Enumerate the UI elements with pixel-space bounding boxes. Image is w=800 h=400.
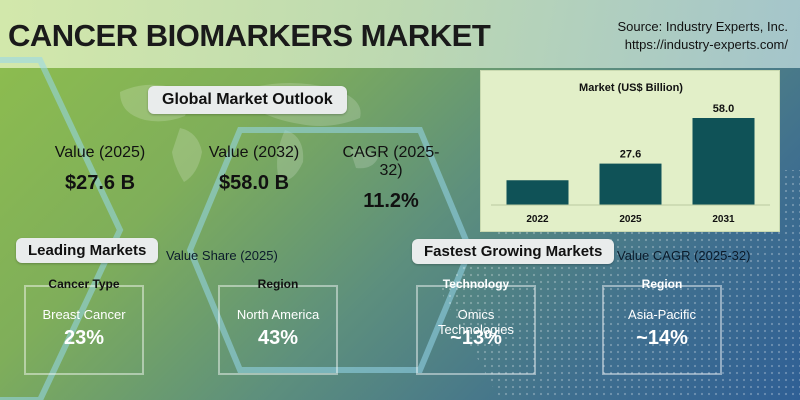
- source-url: https://industry-experts.com/: [624, 37, 788, 52]
- source-name: Source: Industry Experts, Inc.: [617, 19, 788, 34]
- hexagon-outlines: [0, 57, 474, 400]
- global-market-outlook-label: Global Market Outlook: [148, 86, 347, 114]
- stat-value-2032: Value (2032) $58.0 B: [194, 144, 314, 195]
- x-tick-label-2022: 2022: [526, 214, 549, 225]
- card-title: Region: [641, 277, 683, 291]
- bar-value-label-2031: 58.0: [713, 103, 734, 115]
- market-bar-chart: Market (US$ Billion) 2022 27.6 2025 58.0 203…: [480, 70, 780, 232]
- card-value: ~14%: [636, 327, 688, 349]
- card-value: 43%: [257, 327, 299, 349]
- card-technology: Technology Omics Technologies ~13%: [416, 277, 536, 375]
- card-name: Omics Technologies: [438, 307, 514, 337]
- card-name: Breast Cancer: [42, 307, 126, 322]
- source-credit: Source: Industry Experts, Inc. https://i…: [617, 18, 788, 54]
- bar-2031: [692, 118, 755, 205]
- card-name: Asia-Pacific: [628, 307, 696, 322]
- chart-canvas: Market (US$ Billion) 2022 27.6 2025 58.0 203…: [491, 82, 770, 225]
- x-tick-label-2031: 2031: [712, 214, 735, 225]
- card-value: 23%: [63, 327, 105, 349]
- fastest-growing-subtitle: Value CAGR (2025-32): [617, 248, 751, 263]
- leading-markets-subtitle: Value Share (2025): [166, 248, 278, 263]
- chart-title: Market (US$ Billion): [579, 82, 683, 94]
- fastest-growing-markets-label: Fastest Growing Markets: [412, 239, 615, 264]
- header-band: [0, 0, 800, 68]
- card-title: Region: [257, 277, 299, 291]
- stat-label: Value (2025): [54, 144, 146, 161]
- card-name: North America: [236, 307, 320, 322]
- page-title: CANCER BIOMARKERS MARKET: [8, 18, 491, 53]
- card-region-fastest: Region Asia-Pacific ~14%: [602, 277, 722, 375]
- stat-value-2025: Value (2025) $27.6 B: [40, 144, 160, 195]
- card-title: Cancer Type: [48, 277, 120, 291]
- bar-value-label-2025: 27.6: [620, 149, 641, 161]
- card-cancer-type: Cancer Type Breast Cancer 23%: [24, 277, 144, 375]
- stat-value: 11.2%: [363, 190, 419, 212]
- card-title: Technology: [442, 277, 510, 291]
- card-region-leading: Region North America 43%: [218, 277, 338, 375]
- bar-2022: [506, 180, 569, 205]
- stat-label: Value (2032): [208, 144, 300, 161]
- card-value: ~13%: [450, 327, 502, 349]
- stat-value: $58.0 B: [218, 172, 290, 194]
- stat-cagr: CAGR (2025-32) 11.2%: [336, 144, 446, 213]
- chart-bars: 2022 27.6 2025 58.0 2031: [491, 103, 770, 225]
- leading-markets-label: Leading Markets: [16, 238, 159, 263]
- bar-2025: [599, 163, 662, 205]
- stat-value: $27.6 B: [64, 172, 136, 194]
- x-tick-label-2025: 2025: [619, 214, 642, 225]
- stat-label: CAGR (2025-32): [342, 144, 440, 179]
